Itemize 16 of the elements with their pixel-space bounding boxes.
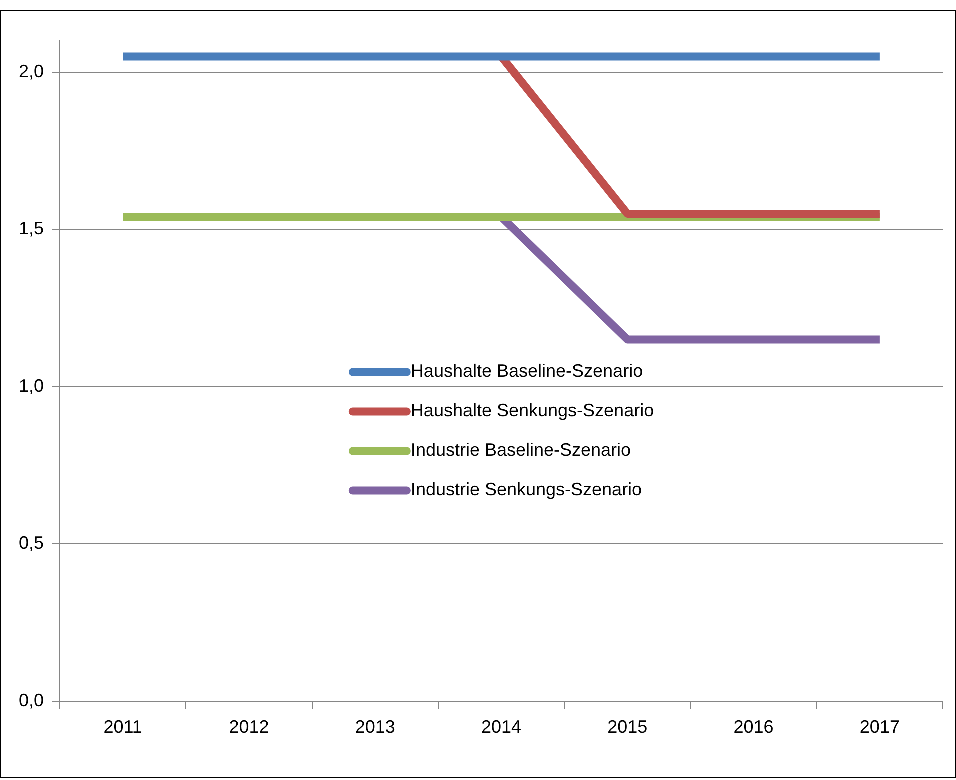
x-tick-label: 2014 [481,717,522,738]
y-tick-label: 1,5 [18,218,44,239]
x-tick-label: 2012 [229,717,270,738]
x-tick-label: 2013 [355,717,396,738]
x-tick-label: 2011 [104,717,142,738]
legend-label: Haushalte Baseline-Szenario [410,361,644,382]
y-tick-label: 0,5 [18,533,44,554]
x-tick-label: 2015 [608,717,648,738]
y-tick-label: 0,0 [18,690,44,710]
legend-label: Industrie Senkungs-Szenario [410,480,642,500]
x-tick-label: 2017 [860,717,900,738]
legend-label: Haushalte Senkungs-Szenario [410,400,654,421]
legend-label: Industrie Baseline-Szenario [410,440,632,460]
x-tick-label: 2016 [734,717,774,738]
y-tick-label: 2,0 [18,61,44,82]
y-tick-label: 1,0 [18,376,44,396]
